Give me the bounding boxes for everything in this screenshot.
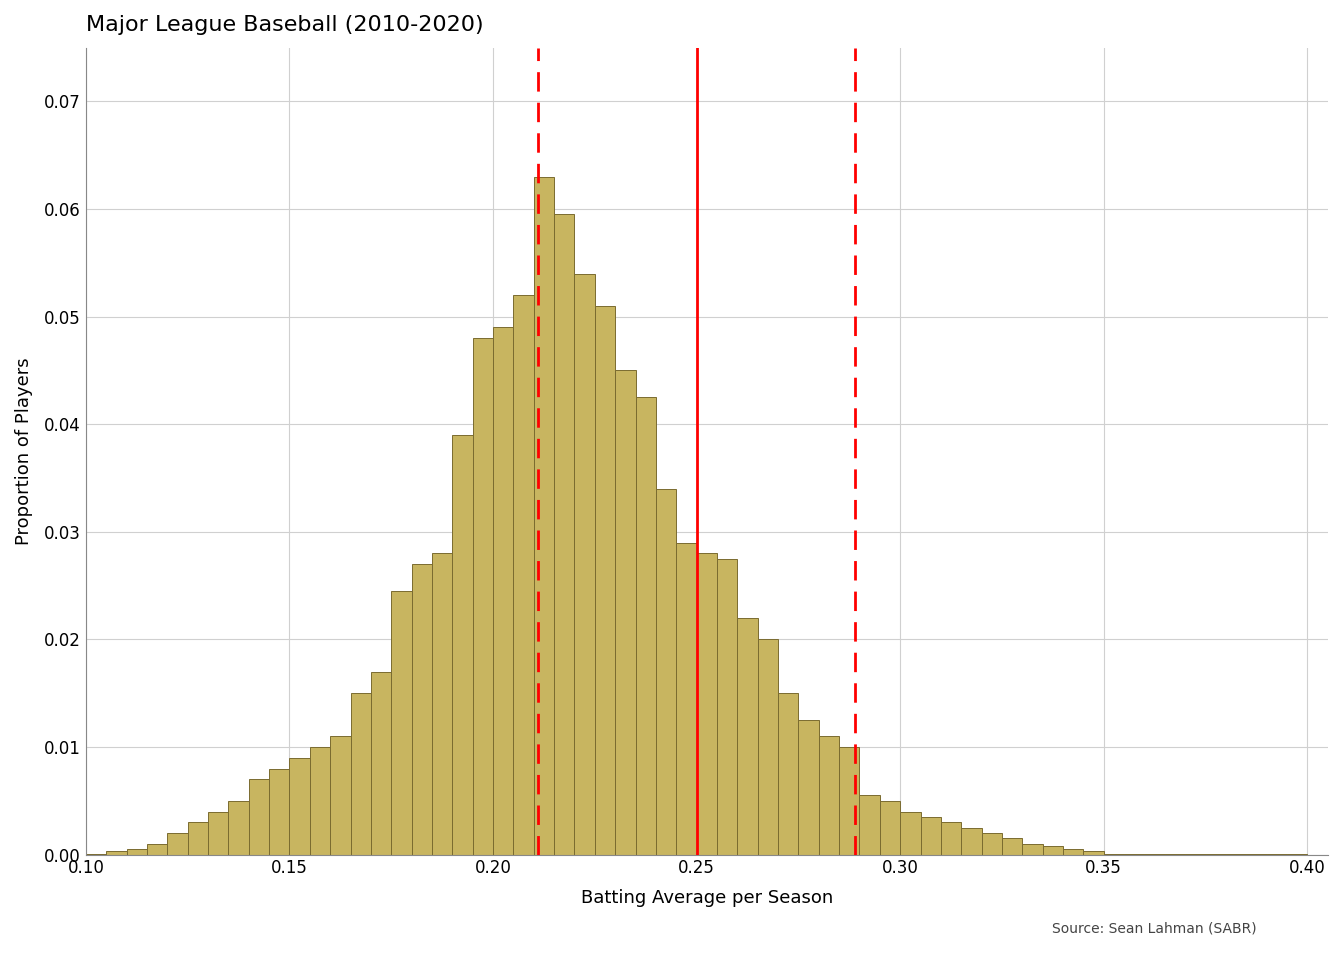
Bar	[859, 796, 880, 854]
Bar	[188, 823, 208, 854]
Bar	[1063, 850, 1083, 854]
Bar	[616, 371, 636, 854]
Bar	[431, 553, 453, 854]
Bar	[636, 397, 656, 854]
Bar	[961, 828, 981, 854]
Bar	[1206, 853, 1226, 854]
Bar	[941, 823, 961, 854]
Bar	[900, 811, 921, 854]
Bar	[1083, 852, 1103, 854]
Bar	[493, 327, 513, 854]
Bar	[818, 736, 839, 854]
Bar	[249, 780, 269, 854]
Bar	[716, 559, 738, 854]
Bar	[1226, 853, 1246, 854]
Text: Major League Baseball (2010-2020): Major League Baseball (2010-2020)	[86, 15, 484, 35]
Bar	[1185, 853, 1206, 854]
Bar	[880, 801, 900, 854]
X-axis label: Batting Average per Season: Batting Average per Season	[581, 889, 833, 906]
Bar	[798, 720, 818, 854]
Bar	[1246, 853, 1266, 854]
Bar	[1003, 838, 1023, 854]
Bar	[146, 844, 167, 854]
Bar	[86, 853, 106, 854]
Bar	[208, 811, 228, 854]
Bar	[351, 693, 371, 854]
Bar	[391, 591, 411, 854]
Bar	[167, 833, 188, 854]
Bar	[1165, 853, 1185, 854]
Bar	[473, 338, 493, 854]
Bar	[1023, 844, 1043, 854]
Bar	[696, 553, 716, 854]
Bar	[921, 817, 941, 854]
Bar	[738, 618, 758, 854]
Bar	[269, 769, 289, 854]
Bar	[1145, 853, 1165, 854]
Bar	[676, 542, 696, 854]
Bar	[126, 850, 146, 854]
Bar	[1288, 853, 1308, 854]
Bar	[371, 672, 391, 854]
Bar	[1103, 853, 1124, 854]
Bar	[1266, 853, 1288, 854]
Bar	[1043, 846, 1063, 854]
Bar	[574, 274, 595, 854]
Bar	[309, 747, 331, 854]
Bar	[453, 435, 473, 854]
Bar	[513, 295, 534, 854]
Bar	[331, 736, 351, 854]
Bar	[228, 801, 249, 854]
Bar	[289, 757, 309, 854]
Y-axis label: Proportion of Players: Proportion of Players	[15, 357, 34, 545]
Bar	[656, 489, 676, 854]
Bar	[778, 693, 798, 854]
Bar	[595, 306, 616, 854]
Bar	[66, 853, 86, 854]
Bar	[554, 214, 574, 854]
Bar	[1124, 853, 1145, 854]
Bar	[534, 177, 554, 854]
Bar	[758, 639, 778, 854]
Bar	[411, 564, 431, 854]
Bar	[106, 852, 126, 854]
Bar	[981, 833, 1003, 854]
Text: Source: Sean Lahman (SABR): Source: Sean Lahman (SABR)	[1052, 922, 1257, 936]
Bar	[839, 747, 859, 854]
